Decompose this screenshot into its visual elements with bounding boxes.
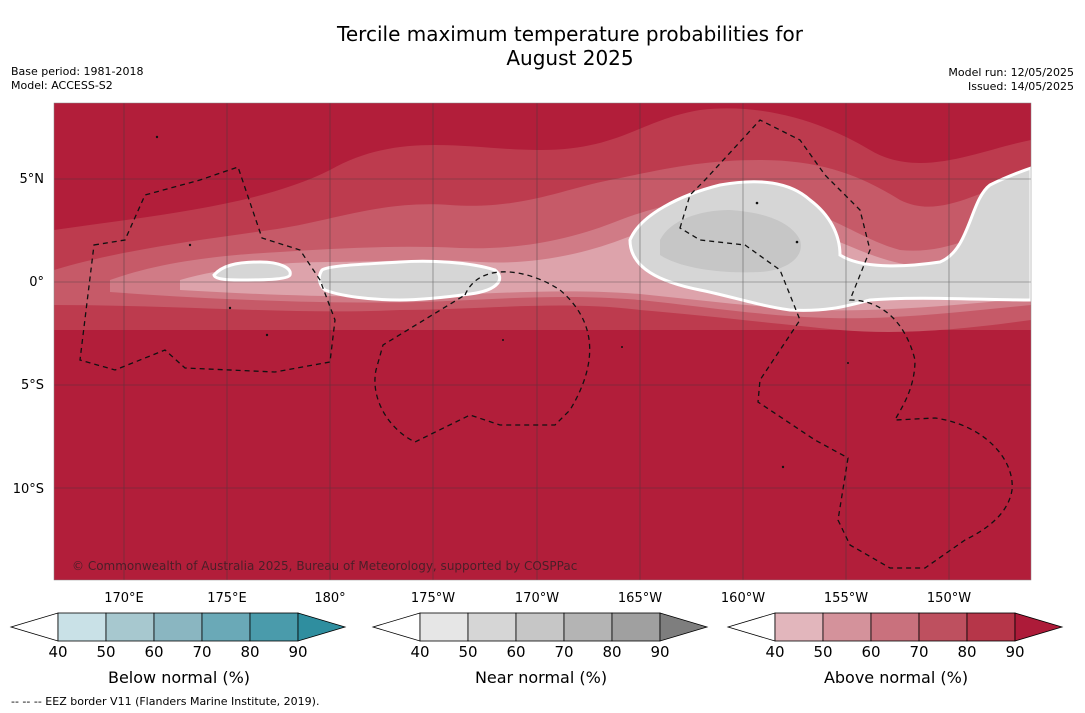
colorbar-extend-high bbox=[1014, 612, 1064, 642]
island-dots bbox=[155, 135, 849, 469]
colorbar-label-above: Above normal (%) bbox=[823, 668, 969, 687]
map-grid bbox=[54, 103, 1031, 580]
map-frame bbox=[53, 102, 1032, 581]
map-title: Tercile maximum temperature probabilitie… bbox=[0, 22, 1085, 70]
colorbar-tick-label: 40 bbox=[765, 643, 785, 661]
colorbar-tick-label: 50 bbox=[458, 643, 478, 661]
lon-label: 180° bbox=[314, 591, 345, 606]
eez-borders bbox=[79, 119, 1013, 569]
lat-label: 0° bbox=[29, 275, 44, 290]
base-period-text: Base period: 1981-2018 bbox=[11, 65, 144, 78]
model-text: Model: ACCESS-S2 bbox=[11, 79, 113, 92]
lat-label: 10°S bbox=[13, 482, 44, 497]
colorbar-tick-label: 90 bbox=[650, 643, 670, 661]
colorbar-extend-high bbox=[659, 612, 709, 642]
colorbar-segment bbox=[515, 612, 565, 642]
colorbar-segment bbox=[918, 612, 968, 642]
near-normal-darker-patch bbox=[660, 210, 801, 273]
colorbar-label-near: Near normal (%) bbox=[474, 668, 608, 687]
colorbar-segment bbox=[563, 612, 613, 642]
colorbar-segment bbox=[201, 612, 251, 642]
colorbar-segment bbox=[611, 612, 661, 642]
colorbar-tick-label: 60 bbox=[861, 643, 881, 661]
colorbar-tick-label: 40 bbox=[48, 643, 68, 661]
colorbar-tick-label: 60 bbox=[144, 643, 164, 661]
colorbar-label-below: Below normal (%) bbox=[107, 668, 251, 687]
near-normal-region-central bbox=[317, 259, 502, 302]
probability-map: © Commonwealth of Australia 2025, Bureau… bbox=[54, 103, 1031, 580]
colorbar-segment bbox=[467, 612, 517, 642]
map-title-line2: August 2025 bbox=[506, 46, 634, 70]
latitude-labels: 5°N 0° 5°S 10°S bbox=[13, 172, 44, 497]
colorbar-segment bbox=[153, 612, 203, 642]
colorbar-tick-label: 70 bbox=[192, 643, 212, 661]
colorbar-tick-label: 70 bbox=[554, 643, 574, 661]
colorbar-tick-label: 90 bbox=[1005, 643, 1025, 661]
lon-label: 175°E bbox=[207, 591, 247, 606]
metadata-left: Base period: 1981-2018 Model: ACCESS-S2 bbox=[11, 65, 143, 93]
issued-text: Issued: 14/05/2025 bbox=[967, 80, 1074, 93]
colorbar-tick-label: 50 bbox=[96, 643, 116, 661]
copyright-text: © Commonwealth of Australia 2025, Bureau… bbox=[72, 559, 577, 573]
colorbar-extend-low bbox=[9, 612, 59, 642]
colorbar-segment bbox=[822, 612, 872, 642]
lon-label: 170°W bbox=[515, 591, 559, 606]
colorbar-tick-label: 90 bbox=[288, 643, 308, 661]
lat-label: 5°S bbox=[21, 378, 44, 393]
colorbar-tick-label: 60 bbox=[506, 643, 526, 661]
colorbar-segment bbox=[57, 612, 107, 642]
lon-label: 155°W bbox=[824, 591, 868, 606]
colorbar-extend-low bbox=[371, 612, 421, 642]
colorbar-segment bbox=[419, 612, 469, 642]
colorbar-segment bbox=[870, 612, 920, 642]
colorbar-segment bbox=[966, 612, 1016, 642]
colorbar-tick-label: 70 bbox=[909, 643, 929, 661]
colorbar-extend-low bbox=[726, 612, 776, 642]
colorbar-tick-label: 80 bbox=[602, 643, 622, 661]
colorbar-tick-label: 80 bbox=[957, 643, 977, 661]
lon-label: 175°W bbox=[411, 591, 455, 606]
lon-label: 165°W bbox=[618, 591, 662, 606]
colorbar-segment bbox=[249, 612, 299, 642]
eez-footnote: -- -- -- EEZ border V11 (Flanders Marine… bbox=[11, 695, 320, 708]
lon-label: 170°E bbox=[104, 591, 144, 606]
near-normal-region-west bbox=[212, 260, 292, 282]
map-title-line1: Tercile maximum temperature probabilitie… bbox=[337, 22, 803, 46]
colorbar-tick-label: 40 bbox=[410, 643, 430, 661]
model-run-text: Model run: 12/05/2025 bbox=[948, 66, 1074, 79]
colorbar-tick-label: 80 bbox=[240, 643, 260, 661]
colorbars bbox=[9, 612, 1064, 642]
colorbar-segment bbox=[105, 612, 155, 642]
lon-label: 150°W bbox=[927, 591, 971, 606]
colorbar-extend-high bbox=[297, 612, 347, 642]
metadata-right: Model run: 12/05/2025 Issued: 14/05/2025 bbox=[948, 66, 1074, 94]
colorbar-tick-label: 50 bbox=[813, 643, 833, 661]
longitude-labels: 170°E 175°E 180° 175°W 170°W 165°W 160°W… bbox=[104, 591, 971, 606]
colorbar-segment bbox=[774, 612, 824, 642]
lon-label: 160°W bbox=[721, 591, 765, 606]
lat-label: 5°N bbox=[20, 172, 45, 187]
near-normal-region-east bbox=[628, 166, 1031, 312]
